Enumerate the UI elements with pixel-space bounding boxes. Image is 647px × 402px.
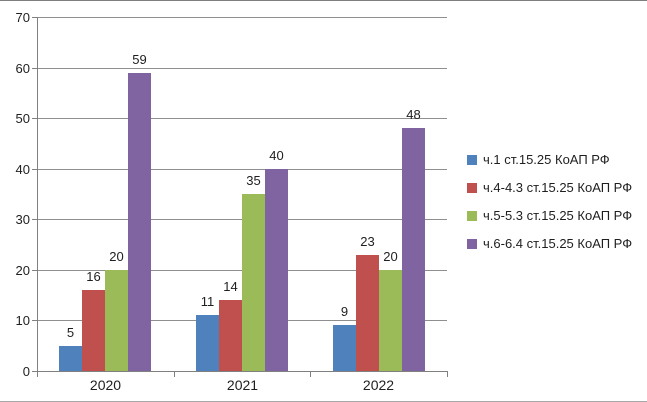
y-axis-tick: [32, 270, 37, 271]
bar: [379, 270, 402, 371]
gridline: [37, 17, 447, 18]
bar: [105, 270, 128, 371]
top-rule: [0, 0, 647, 1]
y-tick-label: 0: [22, 364, 30, 379]
bar-value-label: 59: [132, 52, 147, 67]
bar: [242, 194, 265, 371]
x-axis-tick: [37, 371, 38, 377]
legend-entry: ч.4-4.3 ст.15.25 КоАП РФ: [467, 178, 632, 197]
y-tick-label: 20: [15, 263, 30, 278]
bar-value-label: 9: [340, 304, 349, 319]
y-tick-label: 70: [15, 10, 30, 25]
legend: ч.1 ст.15.25 КоАП РФ ч.4-4.3 ст.15.25 КоА…: [467, 150, 632, 253]
y-axis-tick: [32, 219, 37, 220]
legend-entry: ч.6-6.4 ст.15.25 КоАП РФ: [467, 234, 632, 253]
bar: [402, 128, 425, 371]
y-axis-tick: [32, 320, 37, 321]
bar: [59, 346, 82, 371]
y-axis-tick: [32, 169, 37, 170]
y-tick-label: 60: [15, 61, 30, 76]
y-tick-label: 40: [15, 162, 30, 177]
y-tick-label: 10: [15, 313, 30, 328]
gridline: [37, 118, 447, 119]
legend-label: ч.4-4.3 ст.15.25 КоАП РФ: [483, 180, 633, 195]
y-tick-label: 50: [15, 111, 30, 126]
x-axis-line: [37, 371, 448, 372]
bar: [265, 169, 288, 371]
legend-label: ч.6-6.4 ст.15.25 КоАП РФ: [483, 236, 633, 251]
x-axis-tick: [447, 371, 448, 377]
gridline: [37, 68, 447, 69]
legend-entry: ч.5-5.3 ст.15.25 КоАП РФ: [467, 206, 632, 225]
legend-marker: [467, 238, 477, 249]
bar: [333, 325, 356, 371]
legend-label: ч.5-5.3 ст.15.25 КоАП РФ: [483, 208, 633, 223]
y-tick-label: 30: [15, 212, 30, 227]
bar-value-label: 5: [66, 325, 75, 340]
bar-value-label: 11: [200, 294, 215, 309]
x-axis-tick: [310, 371, 311, 377]
y-axis-line: [37, 17, 38, 372]
bar-value-label: 35: [246, 173, 261, 188]
x-axis-tick: [174, 371, 175, 377]
bar: [196, 315, 219, 371]
bar: [128, 73, 151, 371]
legend-marker: [467, 210, 477, 221]
legend-marker: [467, 182, 477, 193]
category-label: 2022: [362, 377, 395, 393]
bar-value-label: 40: [269, 148, 284, 163]
gridline: [37, 169, 447, 170]
bar-value-label: 20: [383, 249, 398, 264]
y-axis-tick: [32, 371, 37, 372]
y-axis-tick: [32, 68, 37, 69]
bar-value-label: 23: [360, 234, 375, 249]
legend-label: ч.1 ст.15.25 КоАП РФ: [483, 152, 610, 167]
legend-marker: [467, 154, 477, 165]
bar-value-label: 14: [223, 279, 238, 294]
bar-value-label: 16: [86, 269, 101, 284]
category-label: 2020: [89, 377, 122, 393]
y-axis-tick: [32, 17, 37, 18]
bar: [82, 290, 105, 371]
category-label: 2021: [226, 377, 259, 393]
bar: [219, 300, 242, 371]
bar-value-label: 20: [109, 249, 124, 264]
bar-value-label: 48: [406, 107, 421, 122]
y-axis-tick: [32, 118, 37, 119]
legend-entry: ч.1 ст.15.25 КоАП РФ: [467, 150, 632, 169]
bar: [356, 255, 379, 371]
